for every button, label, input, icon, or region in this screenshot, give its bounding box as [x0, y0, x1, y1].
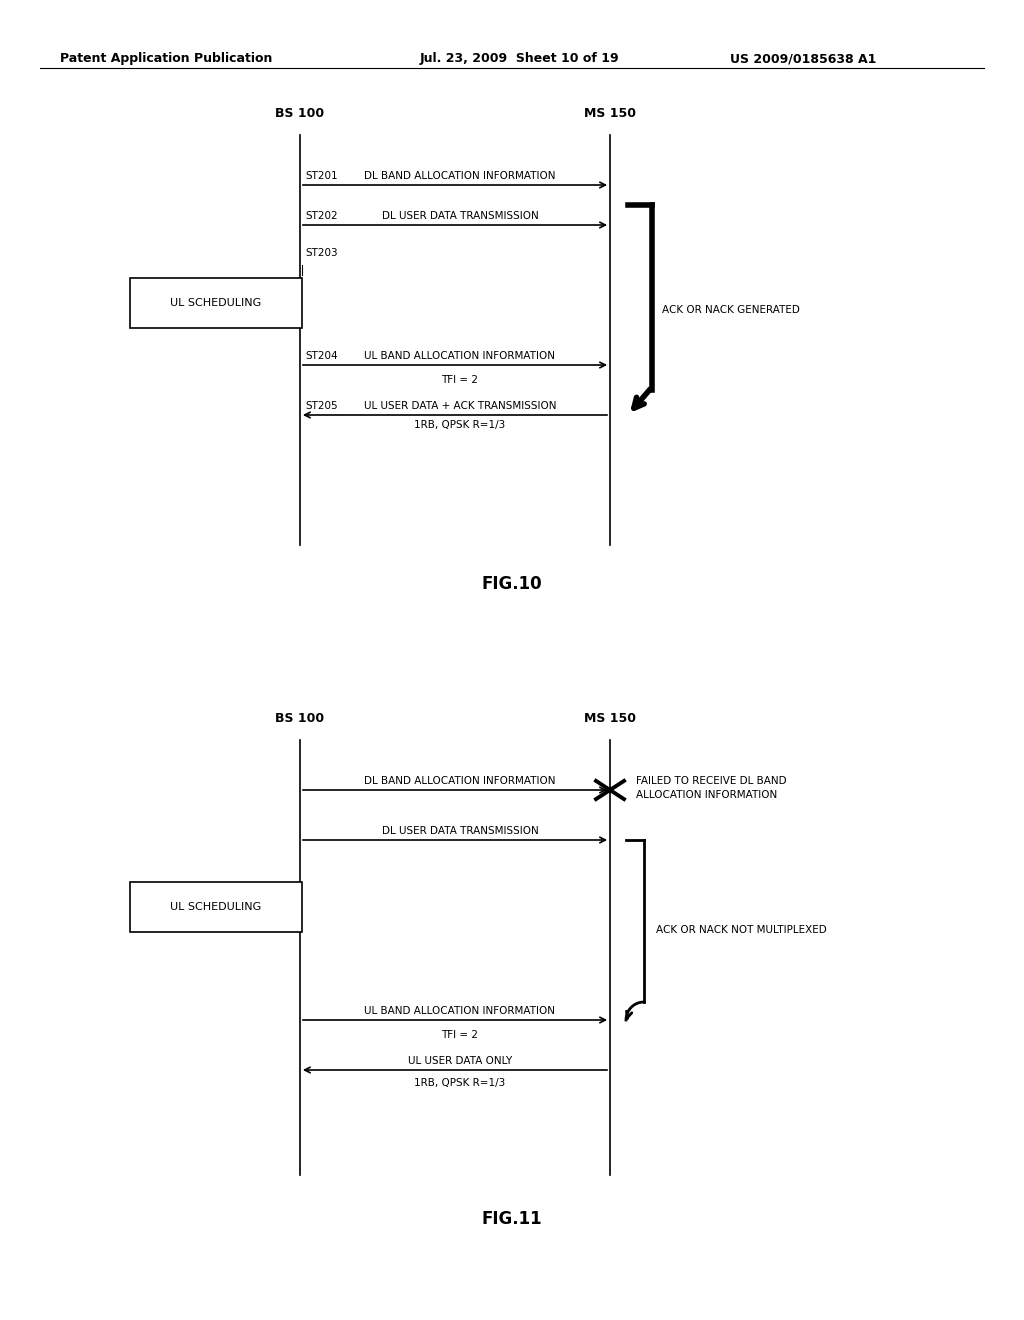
- Text: ST205: ST205: [305, 401, 338, 411]
- Text: UL SCHEDULING: UL SCHEDULING: [170, 298, 261, 308]
- Text: FIG.11: FIG.11: [481, 1210, 543, 1228]
- Text: Patent Application Publication: Patent Application Publication: [60, 51, 272, 65]
- Text: FIG.10: FIG.10: [481, 576, 543, 593]
- Text: 1RB, QPSK R=1/3: 1RB, QPSK R=1/3: [415, 420, 506, 430]
- Text: ST204: ST204: [305, 351, 338, 360]
- Text: ST201: ST201: [305, 172, 338, 181]
- Text: TFI = 2: TFI = 2: [441, 1030, 478, 1040]
- Text: Jul. 23, 2009  Sheet 10 of 19: Jul. 23, 2009 Sheet 10 of 19: [420, 51, 620, 65]
- Text: DL USER DATA TRANSMISSION: DL USER DATA TRANSMISSION: [382, 826, 539, 836]
- Text: MS 150: MS 150: [584, 711, 636, 725]
- Text: BS 100: BS 100: [275, 107, 325, 120]
- Text: UL BAND ALLOCATION INFORMATION: UL BAND ALLOCATION INFORMATION: [365, 1006, 555, 1016]
- Text: BS 100: BS 100: [275, 711, 325, 725]
- Text: TFI = 2: TFI = 2: [441, 375, 478, 385]
- Text: US 2009/0185638 A1: US 2009/0185638 A1: [730, 51, 877, 65]
- Text: FAILED TO RECEIVE DL BAND
ALLOCATION INFORMATION: FAILED TO RECEIVE DL BAND ALLOCATION INF…: [636, 776, 786, 800]
- Text: 1RB, QPSK R=1/3: 1RB, QPSK R=1/3: [415, 1078, 506, 1088]
- Bar: [130, 279, 302, 327]
- Text: DL USER DATA TRANSMISSION: DL USER DATA TRANSMISSION: [382, 211, 539, 220]
- Text: UL USER DATA ONLY: UL USER DATA ONLY: [408, 1056, 512, 1067]
- Text: ST202: ST202: [305, 211, 338, 220]
- Text: DL BAND ALLOCATION INFORMATION: DL BAND ALLOCATION INFORMATION: [365, 172, 556, 181]
- Text: ST203: ST203: [305, 248, 338, 257]
- Text: ACK OR NACK NOT MULTIPLEXED: ACK OR NACK NOT MULTIPLEXED: [656, 925, 826, 935]
- Text: UL SCHEDULING: UL SCHEDULING: [170, 902, 261, 912]
- Text: MS 150: MS 150: [584, 107, 636, 120]
- Text: UL USER DATA + ACK TRANSMISSION: UL USER DATA + ACK TRANSMISSION: [364, 401, 556, 411]
- Bar: [130, 882, 302, 932]
- Text: UL BAND ALLOCATION INFORMATION: UL BAND ALLOCATION INFORMATION: [365, 351, 555, 360]
- Text: DL BAND ALLOCATION INFORMATION: DL BAND ALLOCATION INFORMATION: [365, 776, 556, 785]
- Text: ACK OR NACK GENERATED: ACK OR NACK GENERATED: [662, 305, 800, 315]
